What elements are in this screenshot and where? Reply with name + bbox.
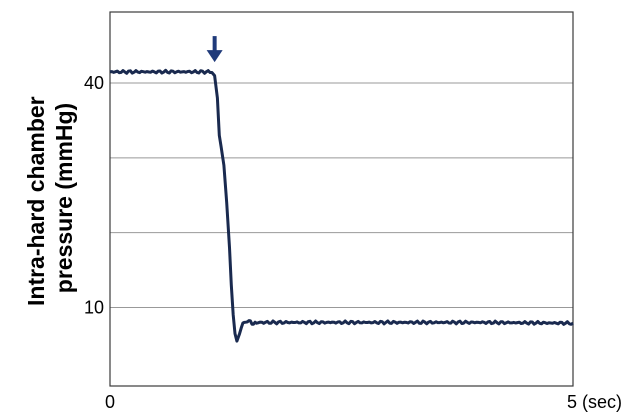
y-axis-label-line-2: pressure (mmHg) bbox=[51, 103, 77, 293]
y-axis-label: Intra-hard chamber pressure (mmHg) bbox=[23, 90, 77, 306]
gridlines bbox=[110, 82, 573, 308]
tick-labels: 10 40 0 5 (sec) bbox=[84, 73, 622, 412]
event-marker bbox=[206, 36, 223, 63]
arrow-shaft bbox=[212, 36, 217, 53]
x-tick-label: 0 bbox=[105, 392, 115, 412]
arrow-down-icon bbox=[206, 50, 223, 63]
plot-frame bbox=[109, 11, 574, 387]
pressure-series-line bbox=[109, 68, 574, 343]
y-tick-label: 10 bbox=[84, 297, 104, 317]
y-axis-label-line-1: Intra-hard chamber bbox=[23, 96, 49, 306]
x-tick-label: 5 (sec) bbox=[567, 392, 622, 412]
y-tick-label: 40 bbox=[84, 73, 104, 93]
